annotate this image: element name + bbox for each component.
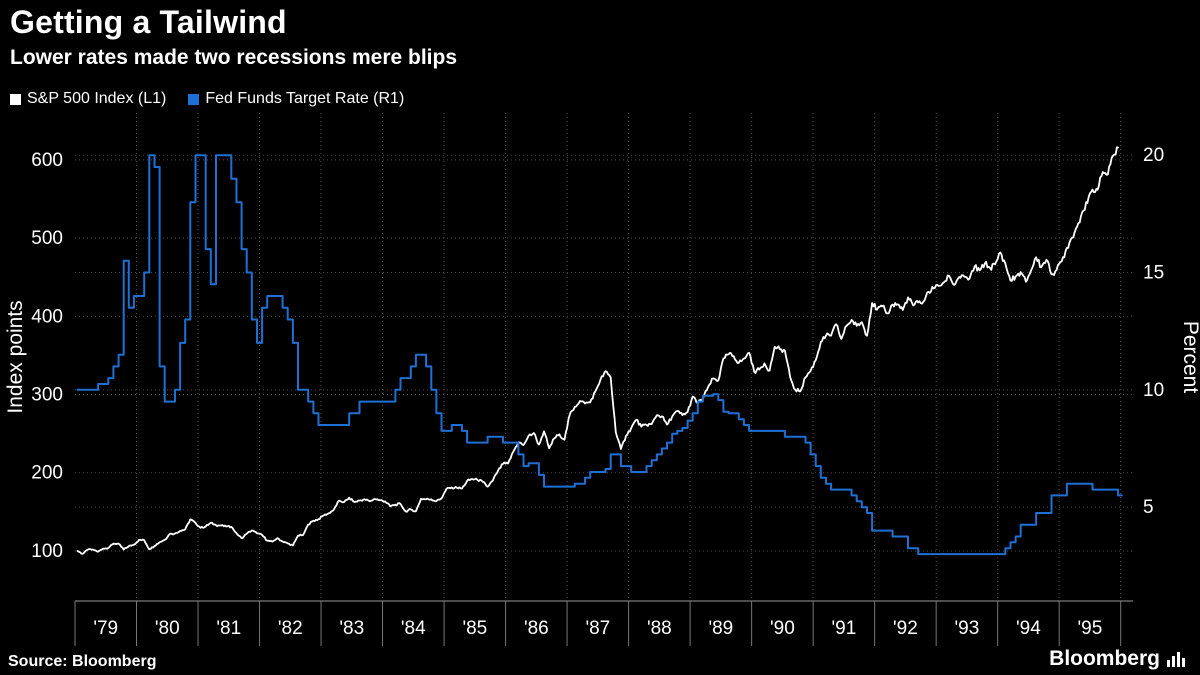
x-axis-tick: '89: [708, 618, 733, 639]
right-axis-label: Percent: [1179, 321, 1200, 394]
x-axis-tick: '84: [401, 618, 426, 639]
x-axis-tick: '85: [462, 618, 487, 639]
legend: S&P 500 Index (L1) Fed Funds Target Rate…: [10, 90, 404, 108]
series-fedfunds: [76, 154, 1123, 556]
legend-item-sp500: S&P 500 Index (L1): [10, 90, 166, 108]
left-axis-tick: 500: [31, 228, 63, 249]
series-sp500: [76, 146, 1119, 555]
x-axis-tick: '81: [216, 618, 241, 639]
bloomberg-bars-icon: [1167, 652, 1185, 667]
x-axis-tick: '87: [585, 618, 610, 639]
chart-title: Getting a Tailwind: [10, 4, 287, 40]
x-axis-tick: '82: [278, 618, 303, 639]
source-credit: Source: Bloomberg: [8, 653, 157, 670]
right-axis-tick: 10: [1143, 380, 1164, 401]
left-axis-tick: 300: [31, 385, 63, 406]
left-axis-label: Index points: [4, 300, 27, 413]
left-axis-tick: 600: [31, 150, 63, 171]
bloomberg-logo-text: Bloomberg: [1049, 647, 1160, 670]
right-axis-tick: 20: [1143, 145, 1164, 166]
x-axis-tick: '83: [339, 618, 364, 639]
x-axis-tick: '93: [955, 618, 980, 639]
sp500-swatch-icon: [10, 93, 21, 105]
x-axis-tick: '88: [647, 618, 672, 639]
legend-label-sp500: S&P 500 Index (L1): [27, 90, 167, 107]
left-axis-tick: 100: [31, 541, 63, 562]
chart-subtitle: Lower rates made two recessions mere bli…: [10, 46, 458, 69]
left-axis-tick: 400: [31, 306, 63, 327]
legend-item-fedfunds: Fed Funds Target Rate (R1): [188, 90, 404, 108]
x-axis-tick: '92: [893, 618, 918, 639]
x-axis-tick: '94: [1016, 618, 1041, 639]
x-axis-tick: '80: [155, 618, 180, 639]
x-axis-tick: '79: [93, 618, 118, 639]
x-axis-tick: '91: [832, 618, 857, 639]
right-axis-tick: 15: [1143, 263, 1164, 284]
x-axis-tick: '90: [770, 618, 795, 639]
x-axis-tick: '95: [1078, 618, 1103, 639]
left-axis-tick: 200: [31, 463, 63, 484]
x-axis-tick: '86: [524, 618, 549, 639]
right-axis-tick: 5: [1143, 497, 1154, 518]
legend-label-fedfunds: Fed Funds Target Rate (R1): [205, 90, 405, 107]
fedfunds-swatch-icon: [188, 93, 200, 105]
bloomberg-logo: Bloomberg: [1049, 647, 1186, 671]
